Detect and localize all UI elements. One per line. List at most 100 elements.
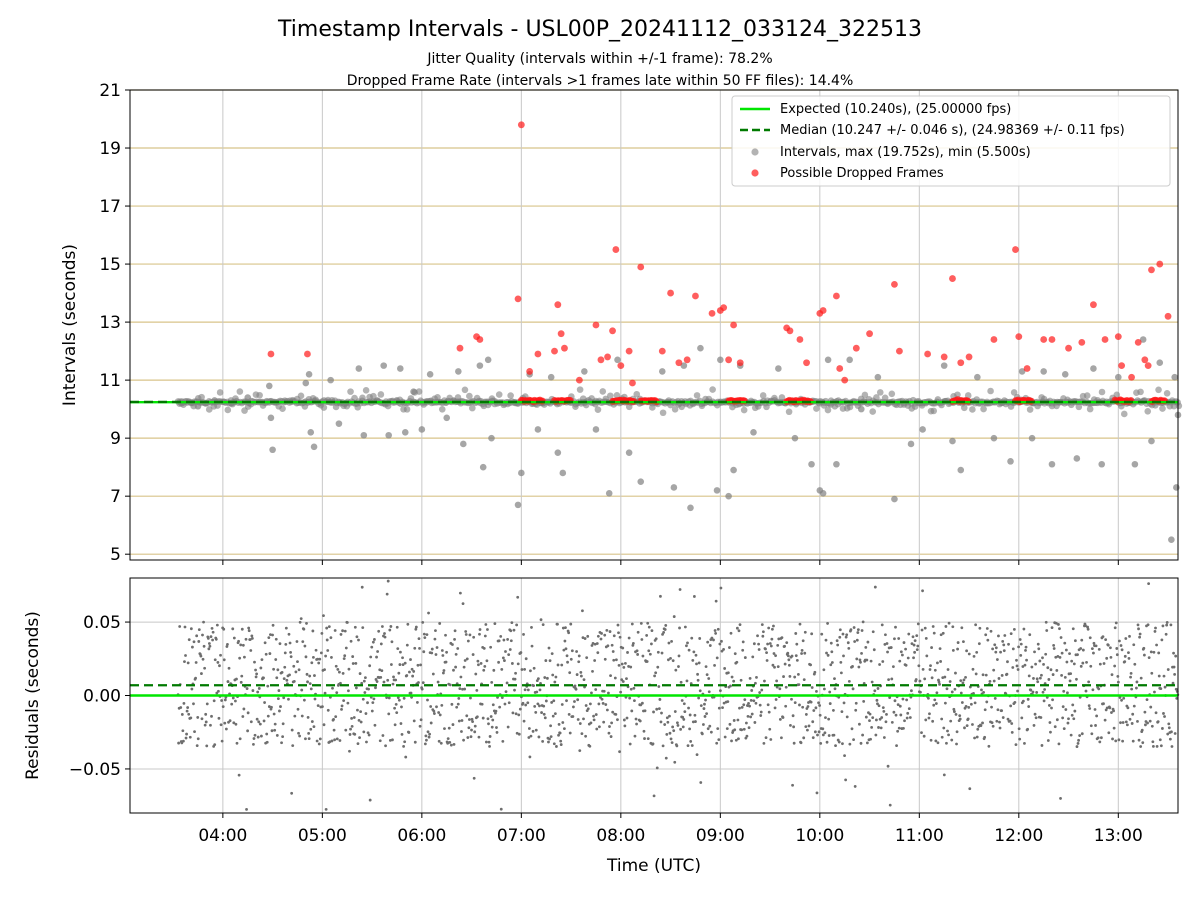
interval-point xyxy=(469,405,476,412)
residual-point xyxy=(852,738,855,741)
residual-point xyxy=(572,706,575,709)
residual-point xyxy=(400,706,403,709)
residual-point xyxy=(892,665,895,668)
residual-point xyxy=(1047,739,1050,742)
residual-point xyxy=(986,627,989,630)
residual-point xyxy=(806,729,809,732)
residual-point xyxy=(615,658,618,661)
residual-point xyxy=(829,702,832,705)
residual-point xyxy=(1131,722,1134,725)
residual-point xyxy=(258,687,261,690)
residual-point xyxy=(197,737,200,740)
residual-point xyxy=(862,620,865,623)
residual-point xyxy=(919,680,922,683)
residual-point xyxy=(611,711,614,714)
residual-point xyxy=(811,720,814,723)
x-axis-label: Time (UTC) xyxy=(606,856,701,876)
residual-point xyxy=(1072,627,1075,630)
dropped-frame-point xyxy=(787,327,794,334)
residual-point xyxy=(395,703,398,706)
residual-point xyxy=(250,720,253,723)
residual-point xyxy=(1061,652,1064,655)
residual-point xyxy=(552,699,555,702)
residual-point xyxy=(587,707,590,710)
residual-point xyxy=(273,713,276,716)
residual-point xyxy=(452,669,455,672)
residual-point xyxy=(470,729,473,732)
interval-point xyxy=(889,391,896,398)
residual-point xyxy=(1128,657,1131,660)
residual-point xyxy=(486,659,489,662)
residual-point xyxy=(410,692,413,695)
residual-point xyxy=(191,646,194,649)
interval-point xyxy=(298,393,305,400)
residual-point xyxy=(857,628,860,631)
residual-point xyxy=(678,627,681,630)
residual-point xyxy=(812,709,815,712)
residual-point xyxy=(634,735,637,738)
interval-point xyxy=(606,490,613,497)
residual-point xyxy=(956,648,959,651)
residual-point xyxy=(1064,708,1067,711)
residual-point xyxy=(332,718,335,721)
residual-point xyxy=(509,629,512,632)
residual-point xyxy=(232,697,235,700)
residual-point xyxy=(678,655,681,658)
residual-point xyxy=(921,589,924,592)
residual-point xyxy=(1069,672,1072,675)
residual-point xyxy=(874,734,877,737)
residual-point xyxy=(733,728,736,731)
residual-point xyxy=(886,651,889,654)
residual-point xyxy=(595,713,598,716)
residual-point xyxy=(974,702,977,705)
residual-point xyxy=(744,656,747,659)
residual-point xyxy=(1028,674,1031,677)
residual-point xyxy=(489,646,492,649)
residual-point xyxy=(471,720,474,723)
residual-point xyxy=(928,712,931,715)
residual-point xyxy=(457,703,460,706)
residual-point xyxy=(893,637,896,640)
residual-point xyxy=(1122,721,1125,724)
residual-point xyxy=(1151,725,1154,728)
residual-point xyxy=(542,623,545,626)
interval-point xyxy=(225,407,232,414)
residual-point xyxy=(440,704,443,707)
dropped-frame-point xyxy=(853,345,860,352)
interval-point xyxy=(1164,390,1171,397)
residual-point xyxy=(757,643,760,646)
residual-point xyxy=(333,738,336,741)
interval-point xyxy=(1090,365,1097,372)
residual-point xyxy=(1160,744,1163,747)
residual-point xyxy=(352,662,355,665)
residual-point xyxy=(1063,642,1066,645)
residual-point xyxy=(435,653,438,656)
residual-point xyxy=(614,713,617,716)
interval-point xyxy=(1144,408,1151,415)
residual-point xyxy=(1113,665,1116,668)
residual-point xyxy=(1147,582,1150,585)
residual-point xyxy=(729,723,732,726)
interval-point xyxy=(919,426,926,433)
residual-point xyxy=(646,660,649,663)
residual-point xyxy=(344,630,347,633)
residual-point xyxy=(479,628,482,631)
residual-point xyxy=(881,623,884,626)
residual-point xyxy=(740,728,743,731)
residual-point xyxy=(480,662,483,665)
residual-point xyxy=(768,728,771,731)
residual-point xyxy=(401,656,404,659)
residual-point xyxy=(1046,666,1049,669)
interval-point xyxy=(671,484,678,491)
residual-point xyxy=(662,631,665,634)
residual-point xyxy=(458,720,461,723)
residual-point xyxy=(1090,724,1093,727)
residual-point xyxy=(877,687,880,690)
residual-point xyxy=(246,729,249,732)
interval-point xyxy=(380,362,387,369)
interval-point xyxy=(356,365,363,372)
residual-point xyxy=(1013,628,1016,631)
residual-point xyxy=(347,689,350,692)
residual-point xyxy=(741,706,744,709)
residual-point xyxy=(633,687,636,690)
